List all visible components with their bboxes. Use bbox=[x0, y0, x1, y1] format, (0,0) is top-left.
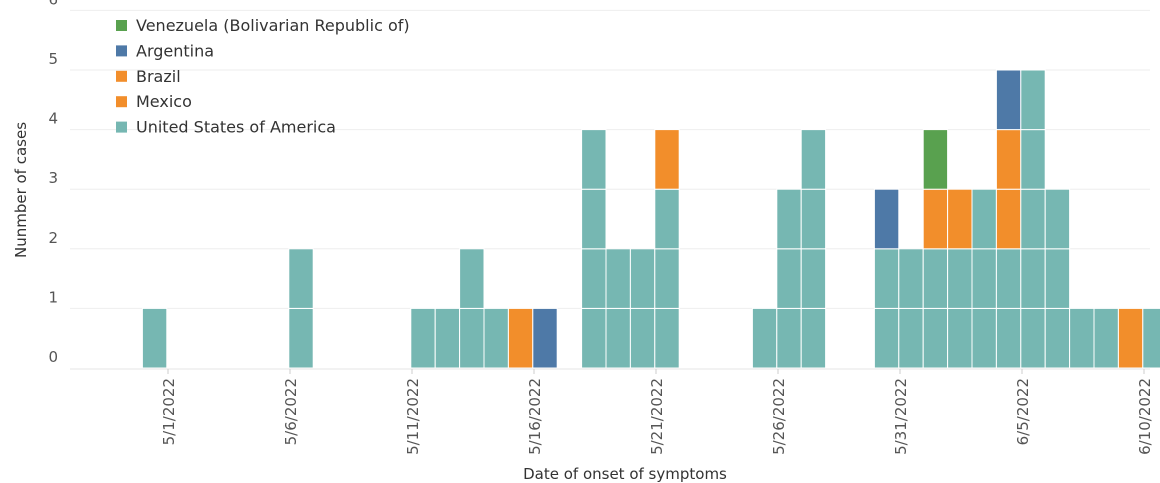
bar-segment bbox=[776, 248, 802, 309]
bar-segment bbox=[288, 248, 314, 309]
bar-segment bbox=[800, 188, 827, 250]
bar-segment bbox=[800, 129, 827, 190]
y-tick-label: 0 bbox=[48, 348, 58, 366]
bar-segment bbox=[776, 188, 802, 250]
bar-segment bbox=[507, 307, 534, 369]
grid-lines bbox=[70, 9, 1150, 370]
bar-segment bbox=[1020, 248, 1046, 309]
bar-segment bbox=[873, 307, 900, 369]
bar-segment bbox=[995, 188, 1022, 250]
bar-segment bbox=[629, 307, 656, 369]
bar-segment bbox=[1044, 307, 1071, 369]
x-tick-label: 5/11/2022 bbox=[404, 378, 422, 455]
bar-segment bbox=[922, 307, 949, 369]
legend-swatch bbox=[116, 70, 127, 82]
bar-segment bbox=[434, 307, 461, 369]
bar-segment bbox=[459, 248, 485, 309]
legend: Venezuela (Bolivarian Republic of) Argent… bbox=[116, 16, 410, 137]
bar-segment bbox=[410, 307, 436, 369]
bar-segment bbox=[947, 248, 973, 309]
x-tick-label: 5/6/2022 bbox=[282, 378, 300, 445]
bar-segment bbox=[605, 248, 631, 309]
bar-segment bbox=[800, 248, 827, 309]
y-tick-label: 5 bbox=[48, 50, 58, 68]
x-tick-label: 5/31/2022 bbox=[892, 378, 910, 455]
bar-segment bbox=[995, 129, 1022, 190]
bar-segment bbox=[1020, 188, 1046, 250]
bar-segment bbox=[971, 307, 997, 369]
bar-segment bbox=[971, 188, 997, 250]
bar-segment bbox=[898, 248, 924, 309]
bar-segment bbox=[288, 307, 314, 369]
bar-segment bbox=[654, 307, 680, 369]
bar-segment bbox=[873, 188, 900, 250]
bar-segment bbox=[947, 307, 973, 369]
x-axis: 5/1/2022 5/6/2022 5/11/2022 5/16/2022 5/21/2… bbox=[160, 369, 1154, 455]
bar-segment bbox=[581, 129, 607, 190]
legend-label: Mexico bbox=[136, 92, 192, 111]
bar-segment bbox=[141, 307, 168, 369]
bar-segment bbox=[654, 248, 680, 309]
bar-segment bbox=[922, 188, 949, 250]
bar-segment bbox=[581, 188, 607, 250]
bar-segment bbox=[873, 248, 900, 309]
bar-segment bbox=[971, 248, 997, 309]
bar-segment bbox=[654, 188, 680, 250]
x-tick-label: 5/16/2022 bbox=[526, 378, 544, 455]
bar-segment bbox=[1069, 307, 1095, 369]
bars bbox=[141, 69, 1160, 369]
x-tick-label: 5/1/2022 bbox=[160, 378, 178, 445]
bar-segment bbox=[1117, 307, 1144, 369]
bar-segment bbox=[1142, 307, 1160, 369]
x-tick-label: 6/5/2022 bbox=[1014, 378, 1032, 445]
y-tick-label: 4 bbox=[48, 110, 58, 128]
bar-segment bbox=[922, 129, 949, 190]
bar-segment bbox=[751, 307, 778, 369]
y-tick-label: 1 bbox=[48, 288, 58, 306]
legend-label: Brazil bbox=[136, 67, 181, 86]
legend-swatch bbox=[116, 96, 127, 108]
legend-label: Argentina bbox=[136, 41, 214, 60]
bar-segment bbox=[995, 248, 1022, 309]
bar-segment bbox=[459, 307, 485, 369]
bar-segment bbox=[800, 307, 827, 369]
bar-segment bbox=[776, 307, 802, 369]
bar-segment bbox=[1044, 248, 1071, 309]
legend-swatch bbox=[116, 45, 127, 57]
legend-swatch bbox=[116, 121, 127, 133]
legend-label: United States of America bbox=[136, 118, 336, 137]
bar-segment bbox=[654, 129, 680, 190]
y-axis: 0 1 2 3 4 5 6 bbox=[48, 0, 58, 366]
bar-segment bbox=[629, 248, 656, 309]
y-tick-label: 2 bbox=[48, 229, 58, 247]
x-tick-label: 5/26/2022 bbox=[770, 378, 788, 455]
bar-segment bbox=[1044, 188, 1071, 250]
bar-segment bbox=[1020, 129, 1046, 190]
bar-segment bbox=[898, 307, 924, 369]
bar-segment bbox=[532, 307, 558, 369]
x-axis-title: Date of onset of symptoms bbox=[523, 465, 727, 483]
x-tick-label: 6/10/2022 bbox=[1136, 378, 1154, 455]
bar-segment bbox=[483, 307, 509, 369]
y-tick-label: 6 bbox=[48, 0, 58, 8]
bar-segment bbox=[605, 307, 631, 369]
bar-segment bbox=[947, 188, 973, 250]
bar-segment bbox=[581, 248, 607, 309]
bar-segment bbox=[1020, 69, 1046, 131]
bar-segment bbox=[1093, 307, 1119, 369]
y-tick-label: 3 bbox=[48, 169, 58, 187]
legend-swatch bbox=[116, 20, 127, 31]
x-tick-label: 5/21/2022 bbox=[648, 378, 666, 455]
bar-segment bbox=[922, 248, 949, 309]
bar-segment bbox=[995, 307, 1022, 369]
bar-segment bbox=[1020, 307, 1046, 369]
y-axis-title: Nunmber of cases bbox=[12, 122, 30, 258]
bar-segment bbox=[995, 69, 1022, 131]
bar-segment bbox=[581, 307, 607, 369]
legend-label: Venezuela (Bolivarian Republic of) bbox=[136, 16, 410, 35]
